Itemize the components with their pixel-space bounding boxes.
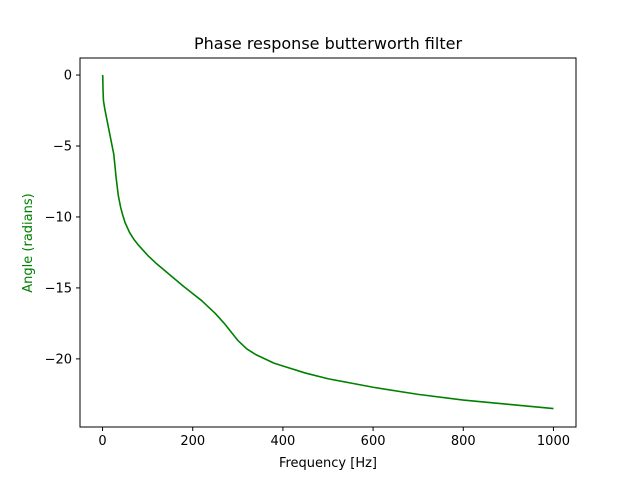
x-tick-label: 0 (98, 434, 106, 449)
y-tick-label: −10 (45, 210, 72, 225)
plot-frame (79, 57, 577, 428)
x-tick-label: 600 (361, 434, 386, 449)
series-line-0 (101, 74, 554, 410)
x-tick-label: 200 (180, 434, 205, 449)
x-tick-label: 800 (451, 434, 476, 449)
x-tick-label: 1000 (537, 434, 570, 449)
y-axis-label: Angle (radians) (21, 193, 36, 292)
y-axis: 0 −5 −10 −15 −20 (45, 69, 80, 367)
plot-area (101, 74, 554, 410)
x-tick-label: 400 (270, 434, 295, 449)
y-tick-label: −20 (45, 352, 72, 367)
x-axis: 0 200 400 600 800 1000 (98, 427, 570, 449)
y-tick-label: 0 (64, 69, 72, 84)
y-tick-label: −15 (45, 281, 72, 296)
y-tick-label: −5 (53, 139, 72, 154)
chart-title: Phase response butterworth filter (194, 34, 462, 53)
x-axis-label: Frequency [Hz] (279, 456, 377, 471)
